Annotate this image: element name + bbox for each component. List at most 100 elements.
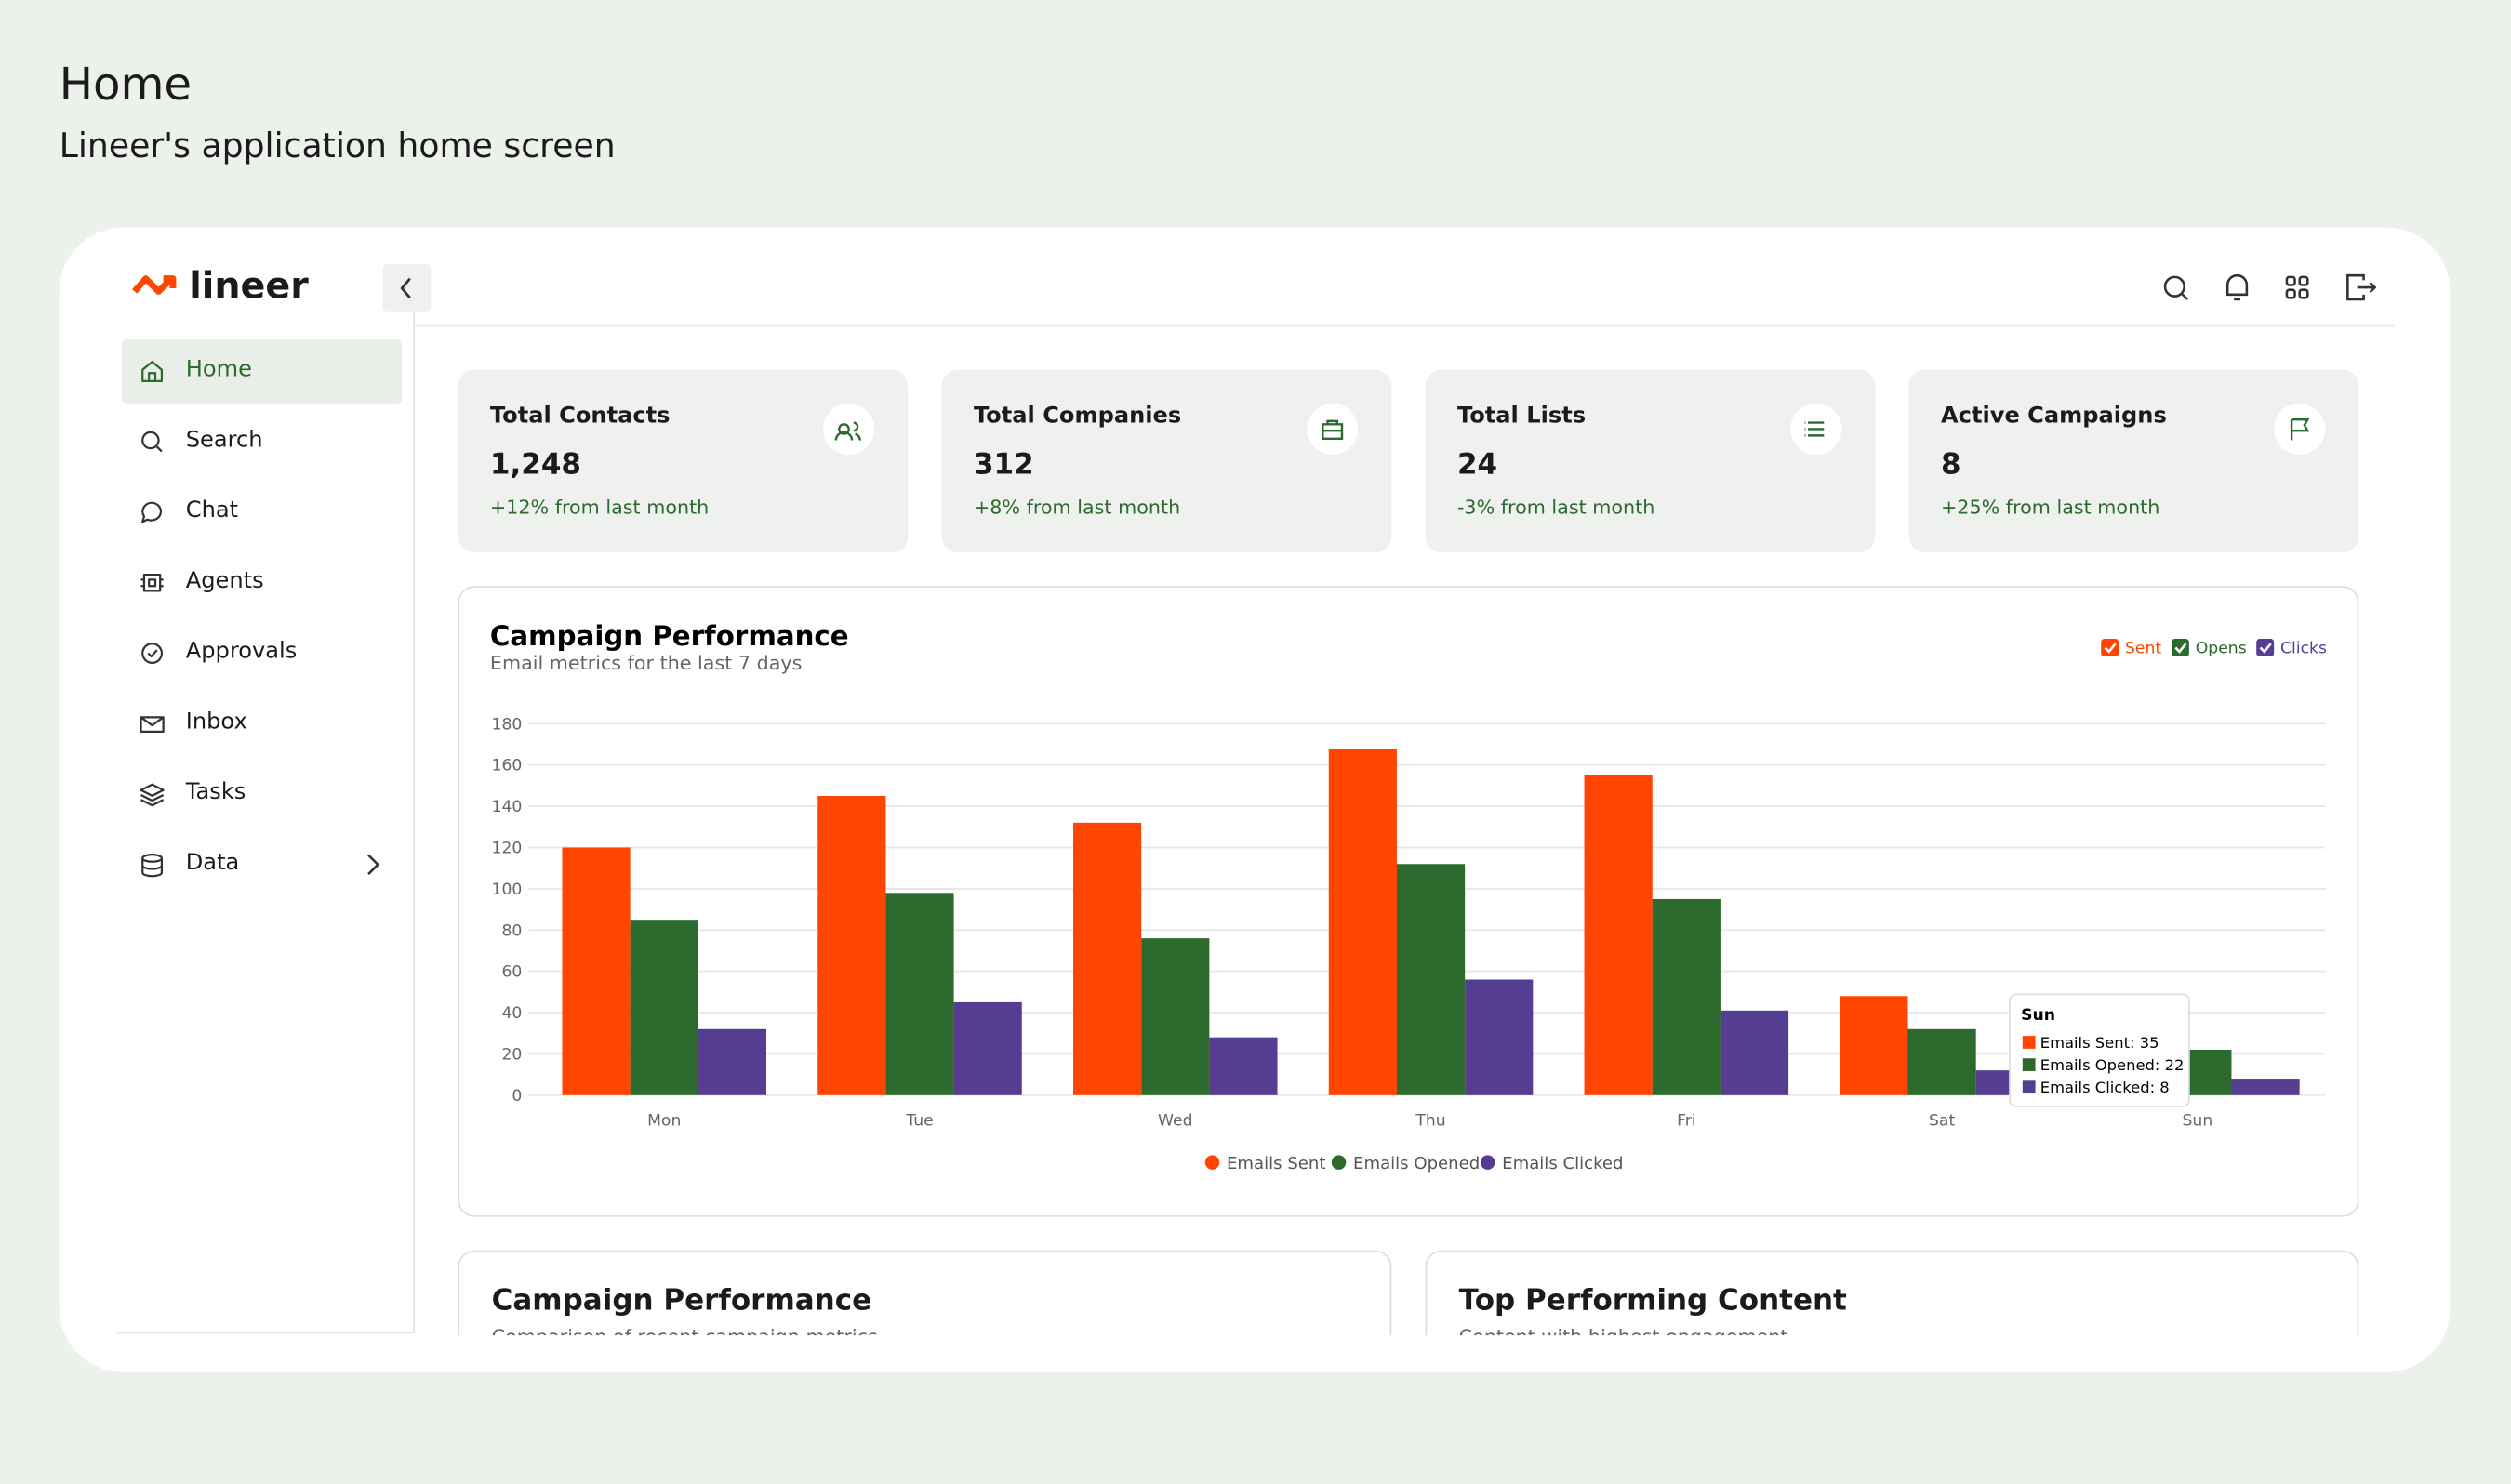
- legend-dot: [1204, 1155, 1220, 1170]
- legend-label[interactable]: Emails Sent: [1227, 1154, 1325, 1173]
- toggle-label[interactable]: Opens: [2196, 640, 2247, 658]
- toggle-checkbox[interactable]: [2101, 639, 2119, 656]
- collapse-button[interactable]: [382, 264, 432, 312]
- nav-item[interactable]: Search: [122, 410, 402, 474]
- x-tick-label: Wed: [1158, 1112, 1193, 1131]
- nav-item[interactable]: Approvals: [122, 621, 402, 685]
- toggle-label[interactable]: Sent: [2125, 640, 2161, 658]
- x-tick-label: Sat: [1929, 1112, 1955, 1131]
- nav-icon: [141, 643, 164, 664]
- section-subtitle: Comparison of recent campaign metrics: [492, 1326, 878, 1335]
- x-tick-label: Sun: [2183, 1112, 2213, 1131]
- nav-icon: [140, 783, 165, 807]
- nav-label: Home: [185, 356, 252, 383]
- legend-label[interactable]: Emails Clicked: [1502, 1154, 1623, 1173]
- bar[interactable]: [1652, 898, 1720, 1095]
- x-tick-label: Tue: [905, 1112, 933, 1131]
- nav-item[interactable]: Inbox: [122, 692, 402, 756]
- stat-title: Total Contacts: [489, 403, 671, 430]
- page-subtitle: Lineer's application home screen: [59, 126, 616, 166]
- nav-icon: [141, 361, 164, 382]
- bar[interactable]: [1840, 996, 1908, 1095]
- tooltip-swatch: [2022, 1058, 2036, 1071]
- stat-title: Active Campaigns: [1940, 403, 2167, 430]
- toggle-checkbox[interactable]: [2256, 639, 2275, 656]
- tooltip-item: Emails Opened: 22: [2040, 1056, 2185, 1074]
- nav-icon: [141, 501, 163, 523]
- stat-value: 1,248: [489, 448, 581, 483]
- nav-label: Chat: [185, 497, 239, 524]
- bar[interactable]: [630, 920, 698, 1095]
- chart-card: [458, 586, 2359, 1217]
- notifications-button[interactable]: [2225, 273, 2249, 301]
- nav-label: Search: [185, 427, 263, 454]
- bar[interactable]: [1396, 864, 1466, 1095]
- stat-value: 312: [973, 448, 1034, 483]
- content-clip: Campaign Performance Comparison of recent…: [458, 586, 2359, 1336]
- toggle-label[interactable]: Clicks: [2280, 640, 2327, 658]
- bar[interactable]: [562, 847, 631, 1095]
- nav-item[interactable]: Tasks: [122, 762, 402, 827]
- divider: [413, 325, 2395, 327]
- nav-item[interactable]: Data: [122, 832, 402, 896]
- stat-change: -3% from last month: [1456, 496, 1655, 519]
- nav-label: Approvals: [185, 639, 298, 665]
- y-tick-label: 20: [501, 1045, 522, 1064]
- x-tick-label: Mon: [647, 1112, 681, 1131]
- nav-label: Data: [185, 850, 240, 876]
- nav-item[interactable]: Home: [121, 339, 403, 404]
- stat-card: Total Companies 312 +8% from last month: [941, 369, 1392, 553]
- y-tick-label: 180: [492, 715, 523, 734]
- nav-label: Inbox: [185, 709, 247, 735]
- tooltip-item: Emails Clicked: 8: [2040, 1079, 2170, 1096]
- divider: [116, 1332, 414, 1334]
- logo-icon: [132, 275, 177, 295]
- nav-label: Agents: [185, 568, 264, 594]
- y-tick-label: 160: [492, 757, 523, 775]
- nav-icon: [141, 854, 164, 878]
- tooltip: [2009, 993, 2190, 1107]
- search-button[interactable]: [2163, 275, 2189, 300]
- bar[interactable]: [2231, 1079, 2300, 1095]
- bar[interactable]: [1328, 748, 1397, 1095]
- checkmark: [2259, 643, 2272, 654]
- stat-card: Total Lists 24 -3% from last month: [1425, 369, 1876, 553]
- nav-icon: [140, 574, 164, 592]
- section-title: Top Performing Content: [1458, 1283, 1847, 1318]
- logout-button[interactable]: [2346, 273, 2377, 301]
- legend-label[interactable]: Emails Opened: [1353, 1154, 1480, 1173]
- toolbar: [2163, 273, 2377, 301]
- bar[interactable]: [698, 1028, 767, 1095]
- nav-item[interactable]: Chat: [122, 481, 402, 545]
- bar[interactable]: [817, 795, 886, 1095]
- bar[interactable]: [1465, 979, 1534, 1095]
- stat-icon: [2274, 403, 2326, 456]
- checkmark: [2104, 643, 2117, 654]
- bar[interactable]: [953, 1001, 1022, 1095]
- stat-value: 24: [1456, 448, 1498, 483]
- chart: Campaign Performance Email metrics for t…: [490, 620, 2327, 1173]
- nav-item[interactable]: Agents: [122, 550, 402, 615]
- stat-icon: [1307, 403, 1359, 456]
- y-tick-label: 0: [512, 1087, 522, 1106]
- stat-icon: [823, 403, 875, 456]
- chart-title: Campaign Performance: [490, 620, 849, 652]
- bar[interactable]: [1720, 1010, 1789, 1095]
- bar[interactable]: [1209, 1037, 1278, 1095]
- divider: [413, 311, 415, 1334]
- y-tick-label: 140: [492, 798, 523, 816]
- stat-card: Total Contacts 1,248 +12% from last month: [458, 369, 909, 553]
- legend-dot: [1480, 1155, 1495, 1170]
- apps-button[interactable]: [2285, 275, 2309, 299]
- bar[interactable]: [1907, 1028, 1976, 1095]
- bar[interactable]: [1141, 938, 1210, 1095]
- bar[interactable]: [1073, 822, 1142, 1095]
- toggle-checkbox[interactable]: [2171, 639, 2189, 656]
- stat-change: +8% from last month: [973, 496, 1181, 519]
- bar[interactable]: [1584, 775, 1653, 1095]
- y-tick-label: 100: [492, 881, 523, 899]
- bar[interactable]: [885, 893, 954, 1095]
